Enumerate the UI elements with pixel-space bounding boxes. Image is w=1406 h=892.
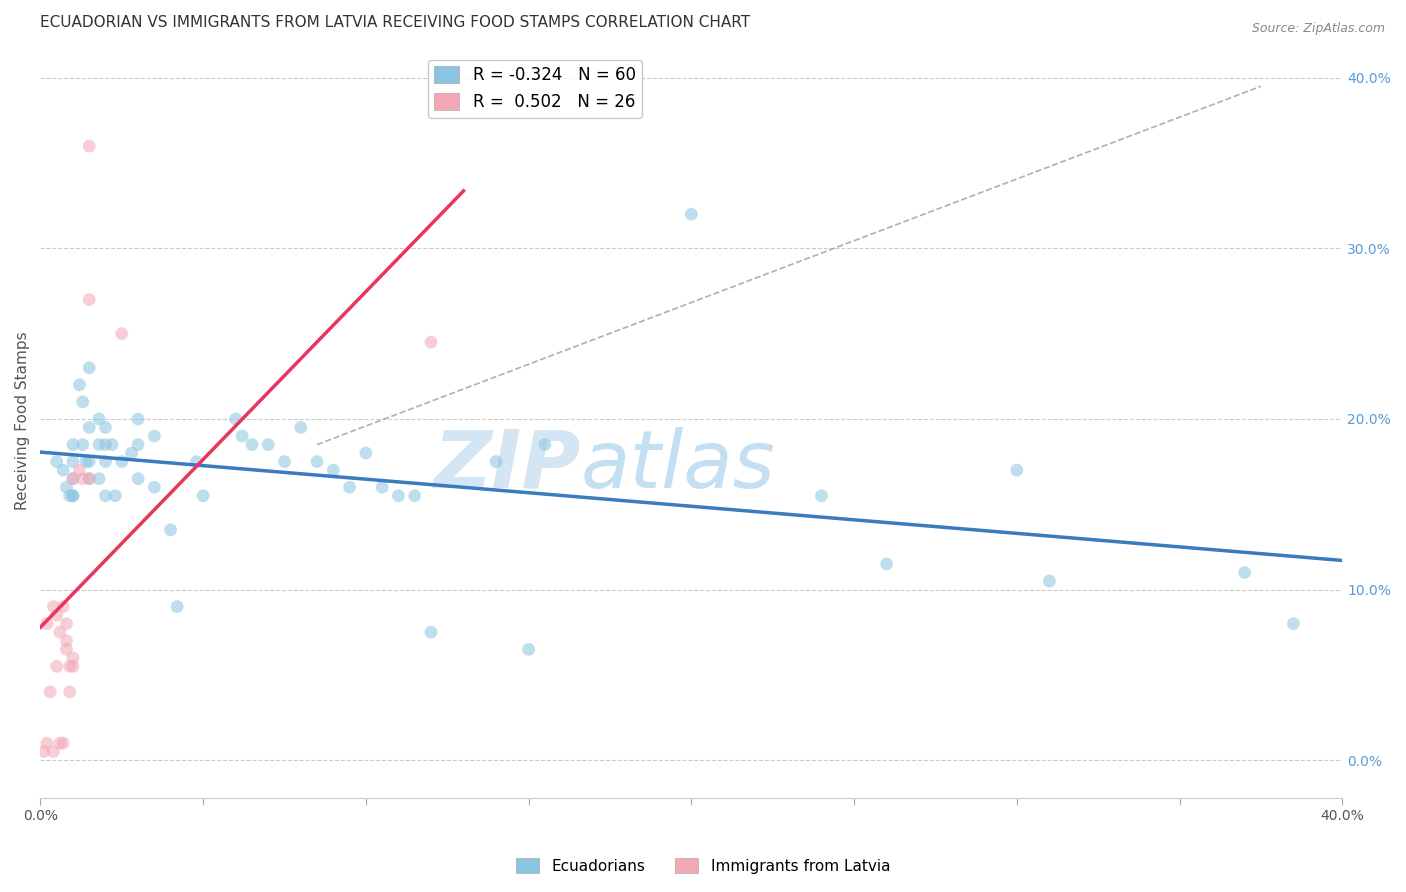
Legend: Ecuadorians, Immigrants from Latvia: Ecuadorians, Immigrants from Latvia <box>510 852 896 880</box>
Point <box>42 745 65 759</box>
Point <box>681 207 703 221</box>
Point <box>307 455 329 469</box>
Point <box>143 429 166 443</box>
Point <box>52 599 75 614</box>
Text: ZIP: ZIP <box>433 427 581 505</box>
Point <box>104 489 127 503</box>
Point <box>339 480 361 494</box>
Point <box>111 455 134 469</box>
Point <box>59 489 82 503</box>
Point <box>143 480 166 494</box>
Point <box>72 437 94 451</box>
Point <box>876 557 898 571</box>
Point <box>159 523 181 537</box>
Point <box>1233 566 1256 580</box>
Point <box>55 642 77 657</box>
Point <box>77 420 100 434</box>
Point <box>1005 463 1028 477</box>
Point <box>52 736 75 750</box>
Point <box>35 616 58 631</box>
Point <box>257 437 280 451</box>
Point <box>111 326 134 341</box>
Point <box>39 685 62 699</box>
Point <box>72 395 94 409</box>
Point <box>62 489 84 503</box>
Point <box>121 446 143 460</box>
Point <box>387 489 409 503</box>
Point <box>87 437 110 451</box>
Point <box>62 489 84 503</box>
Point <box>59 659 82 673</box>
Point <box>240 437 263 451</box>
Point <box>32 745 55 759</box>
Legend: R = -0.324   N = 60, R =  0.502   N = 26: R = -0.324 N = 60, R = 0.502 N = 26 <box>427 60 643 118</box>
Point <box>55 633 77 648</box>
Point <box>127 472 149 486</box>
Point <box>62 455 84 469</box>
Point <box>94 489 117 503</box>
Point <box>87 412 110 426</box>
Point <box>94 420 117 434</box>
Point <box>75 455 97 469</box>
Point <box>371 480 394 494</box>
Point <box>49 625 72 640</box>
Point <box>62 650 84 665</box>
Point <box>77 455 100 469</box>
Point <box>77 360 100 375</box>
Point <box>322 463 344 477</box>
Text: Source: ZipAtlas.com: Source: ZipAtlas.com <box>1251 22 1385 36</box>
Point <box>273 455 295 469</box>
Point <box>55 480 77 494</box>
Point <box>45 608 67 623</box>
Point <box>420 335 443 350</box>
Point <box>404 489 426 503</box>
Point <box>485 455 508 469</box>
Point <box>166 599 188 614</box>
Point <box>534 437 557 451</box>
Point <box>94 455 117 469</box>
Point <box>810 489 832 503</box>
Point <box>127 437 149 451</box>
Point <box>191 489 214 503</box>
Point <box>62 472 84 486</box>
Point <box>1038 574 1060 588</box>
Point <box>35 736 58 750</box>
Point <box>290 420 312 434</box>
Point <box>45 659 67 673</box>
Point <box>354 446 377 460</box>
Point <box>59 685 82 699</box>
Point <box>45 455 67 469</box>
Y-axis label: Receiving Food Stamps: Receiving Food Stamps <box>15 331 30 510</box>
Text: ECUADORIAN VS IMMIGRANTS FROM LATVIA RECEIVING FOOD STAMPS CORRELATION CHART: ECUADORIAN VS IMMIGRANTS FROM LATVIA REC… <box>41 15 751 30</box>
Point <box>186 455 208 469</box>
Point <box>225 412 247 426</box>
Point <box>127 412 149 426</box>
Point <box>1282 616 1305 631</box>
Point <box>94 437 117 451</box>
Point <box>231 429 253 443</box>
Point <box>69 463 91 477</box>
Point <box>517 642 540 657</box>
Point <box>62 437 84 451</box>
Text: atlas: atlas <box>581 427 776 505</box>
Point <box>87 472 110 486</box>
Point <box>42 599 65 614</box>
Point <box>77 139 100 153</box>
Point <box>420 625 443 640</box>
Point <box>62 659 84 673</box>
Point <box>55 616 77 631</box>
Point <box>77 472 100 486</box>
Point <box>72 472 94 486</box>
Point <box>77 293 100 307</box>
Point <box>77 472 100 486</box>
Point <box>101 437 124 451</box>
Point <box>52 463 75 477</box>
Point <box>69 377 91 392</box>
Point <box>62 472 84 486</box>
Point <box>49 736 72 750</box>
